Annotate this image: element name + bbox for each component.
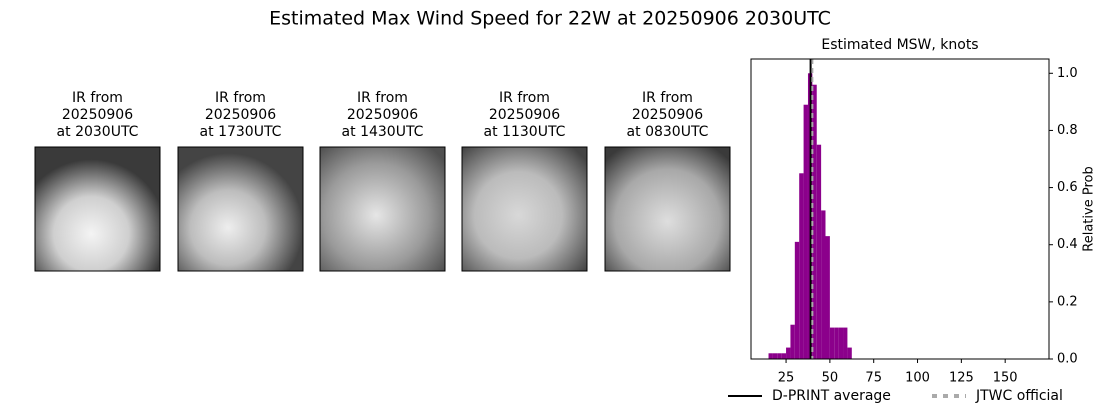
panel-label: at 2030UTC [57, 124, 139, 140]
panel-label: at 0830UTC [627, 124, 709, 140]
plot-frame [750, 58, 1050, 360]
bar [803, 104, 808, 359]
bar [847, 347, 852, 359]
panel-label: IR from [499, 90, 550, 106]
satellite-image [604, 146, 731, 272]
y-tick-label: 0.4 [1057, 237, 1078, 252]
satellite-image [34, 146, 161, 272]
satellite-image [461, 146, 588, 272]
panel-label: at 1130UTC [484, 124, 566, 140]
panel-label: at 1430UTC [342, 124, 424, 140]
bar [829, 327, 835, 359]
bar [772, 353, 778, 359]
x-tick-label: 50 [822, 371, 839, 386]
bar [821, 210, 826, 359]
panel-label: IR from [357, 90, 408, 106]
bar [799, 173, 804, 359]
x-tick-label: 25 [778, 371, 795, 386]
bar [790, 324, 795, 359]
x-tick-label: 100 [905, 371, 930, 386]
bar [781, 353, 787, 359]
figure-title: Estimated Max Wind Speed for 22W at 2025… [269, 8, 831, 30]
bar [834, 327, 839, 359]
bar [794, 241, 800, 359]
legend-label: D-PRINT average [772, 388, 891, 404]
panel-label: 20250906 [205, 107, 276, 123]
x-tick-label: 150 [993, 371, 1018, 386]
satellite-image [177, 146, 304, 272]
x-tick-label: 75 [865, 371, 882, 386]
y-axis-label: Relative Prob [1082, 166, 1097, 251]
bar [843, 327, 848, 359]
x-tick-label: 125 [949, 371, 974, 386]
bar [825, 236, 830, 359]
panel-label: 20250906 [347, 107, 418, 123]
bar [777, 353, 782, 359]
chart-title: Estimated MSW, knots [821, 37, 978, 53]
panel-label: 20250906 [489, 107, 560, 123]
y-tick-label: 0.8 [1057, 123, 1078, 138]
bar [838, 327, 844, 359]
panel-label: IR from [72, 90, 123, 106]
bar [768, 353, 773, 359]
bar [812, 84, 817, 359]
histogram-chart: Estimated MSW, knots 25 50 75 100 125 150 0.0 0.… [728, 37, 1097, 404]
y-tick-label: 1.0 [1057, 66, 1078, 81]
bar [816, 144, 822, 359]
y-tick-label: 0.2 [1057, 294, 1078, 309]
y-tick-label: 0.6 [1057, 180, 1078, 195]
panel-label: IR from [215, 90, 266, 106]
bar [786, 347, 791, 359]
panel-label: IR from [642, 90, 693, 106]
panel-label: at 1730UTC [200, 124, 282, 140]
legend-label: JTWC official [975, 388, 1063, 404]
panel-label: 20250906 [62, 107, 133, 123]
y-tick-label: 0.0 [1057, 352, 1078, 367]
satellite-image [319, 146, 446, 272]
panel-label: 20250906 [632, 107, 703, 123]
